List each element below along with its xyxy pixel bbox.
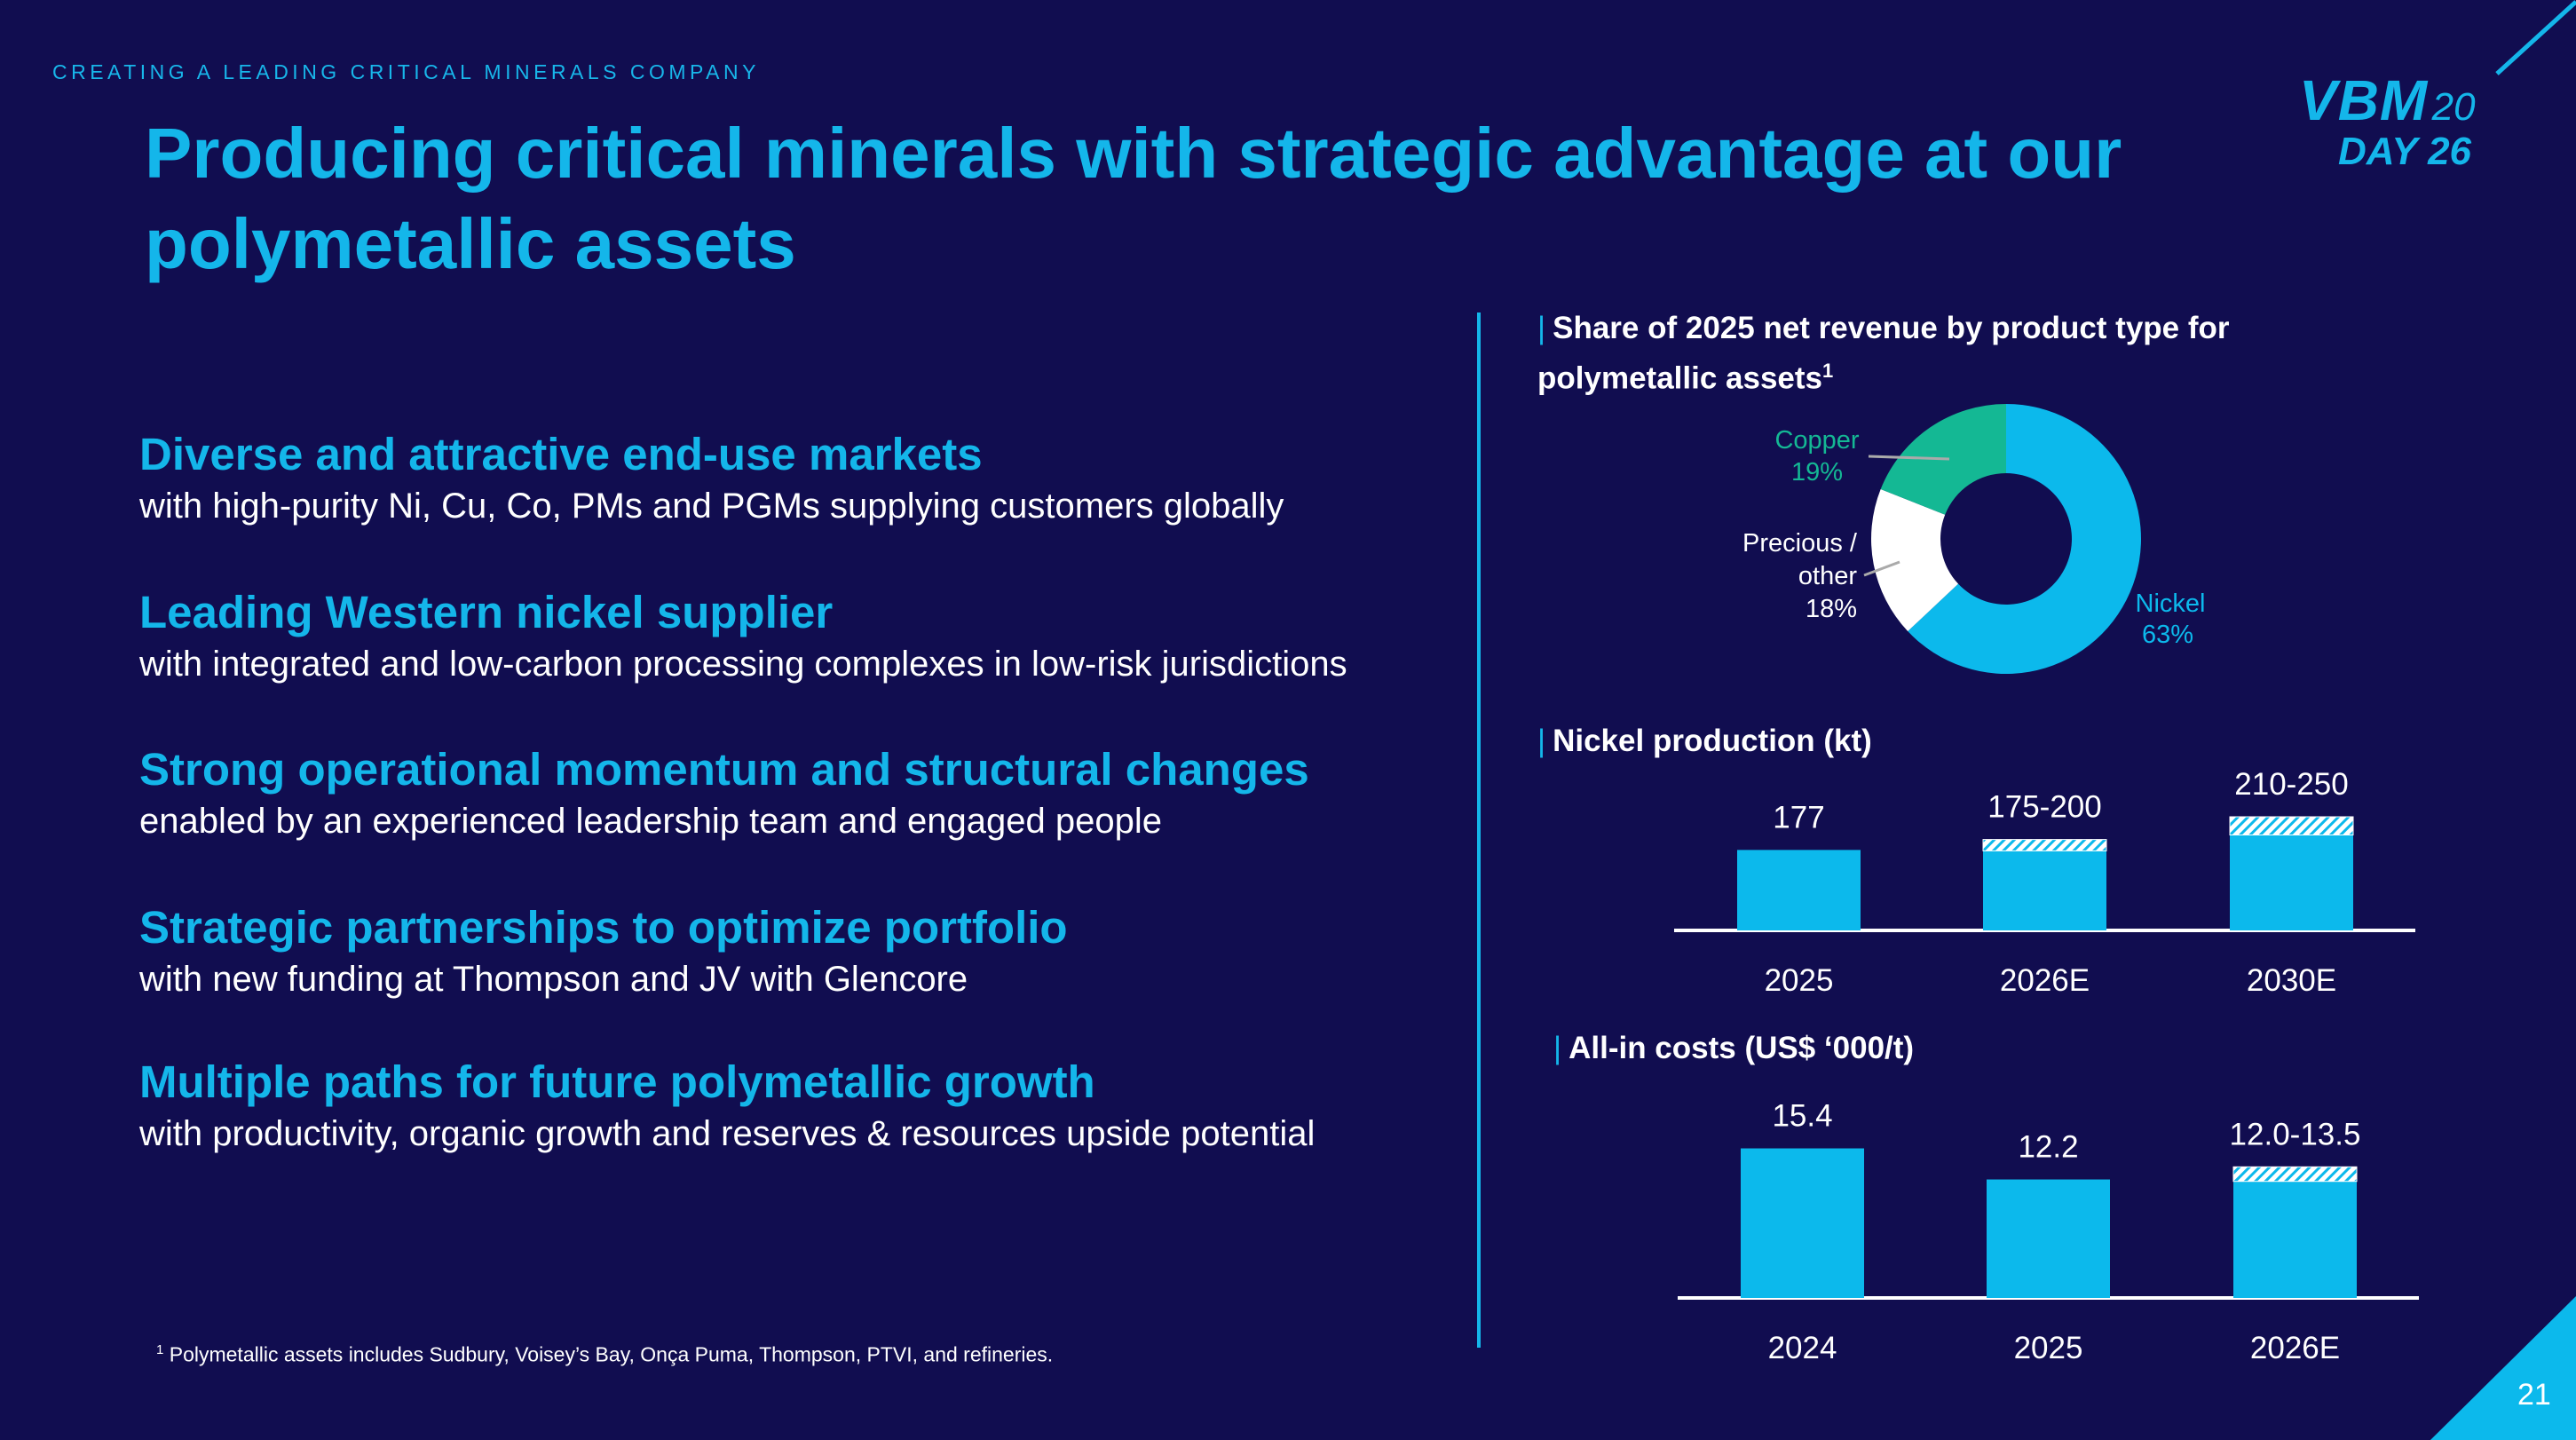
corner-triangle (2430, 1296, 2576, 1440)
cost-bar-range (2232, 1166, 2358, 1183)
cost-category-label: 2025 (2014, 1331, 2083, 1365)
nickel-category-label: 2030E (2247, 963, 2336, 998)
label-nickel-value: 63% (2142, 621, 2193, 649)
donut-slice-precious (1871, 489, 1959, 632)
nickel-bar-range (2229, 816, 2354, 835)
nickel-bar (1737, 850, 1861, 930)
vbm-day-logo: VBM 20 DAY 26 (2299, 71, 2476, 174)
nickel-bar (2230, 835, 2353, 930)
bullet-body: enabled by an experienced leadership tea… (139, 802, 1163, 841)
section-kicker: CREATING A LEADING CRITICAL MINERALS COM… (52, 60, 760, 83)
logo-vbm: VBM (2299, 68, 2429, 132)
chart-title-text: Share of 2025 net revenue by product typ… (1537, 311, 2230, 396)
bullet-body: with integrated and low-carbon processin… (139, 645, 1347, 684)
logo-row-bottom: DAY 26 (2338, 130, 2471, 174)
cost-bar (2233, 1181, 2357, 1298)
label-precious-value: 18% (1806, 595, 1857, 623)
nickel-bar (1983, 851, 2106, 930)
nickel-category-label: 2026E (2000, 963, 2090, 998)
accent-line (2495, 0, 2576, 75)
label-precious-name-1: Precious / (1742, 529, 1858, 558)
chart-title-text: All-in costs (US$ ‘000/t) (1569, 1031, 1915, 1065)
bullet-heading: Strategic partnerships to optimize portf… (139, 902, 1068, 953)
label-precious-name-2: other (1798, 562, 1857, 590)
cost-bar (1987, 1179, 2110, 1298)
bullet-partnerships: Strategic partnerships to optimize portf… (139, 901, 1471, 1002)
cost-value-label: 12.2 (2018, 1130, 2078, 1165)
label-copper-name: Copper (1774, 426, 1859, 455)
cost-value-label: 12.0-13.5 (2230, 1117, 2361, 1151)
title-sup: 1 (1822, 360, 1834, 382)
logo-day: DAY (2338, 130, 2417, 173)
nickel-value-label: 210-250 (2234, 767, 2348, 802)
label-copper-value: 19% (1791, 458, 1843, 487)
bullet-heading: Strong operational momentum and structur… (139, 744, 1309, 795)
bullet-body: with high-purity Ni, Cu, Co, PMs and PGM… (139, 487, 1284, 526)
cost-category-label: 2026E (2250, 1331, 2340, 1365)
logo-year-top: 20 (2431, 85, 2476, 129)
logo-row-top: VBM 20 (2299, 71, 2476, 130)
label-nickel-name: Nickel (2136, 589, 2206, 618)
donut-slice-nickel (1908, 404, 2142, 674)
page-number: 21 (2517, 1378, 2551, 1412)
bullet-heading: Diverse and attractive end-use markets (139, 429, 983, 479)
nickel-chart-title: | Nickel production (kt) (1537, 724, 1872, 758)
logo-year-bottom: 26 (2428, 130, 2472, 173)
bullet-momentum: Strong operational momentum and structur… (139, 743, 1471, 844)
bullet-heading: Leading Western nickel supplier (139, 587, 834, 637)
nickel-value-label: 175-200 (1987, 790, 2101, 825)
footnote-text: Polymetallic assets includes Sudbury, Vo… (169, 1342, 1054, 1366)
bullet-growth: Multiple paths for future polymetallic g… (139, 1056, 1471, 1157)
leader-copper (1868, 455, 1950, 461)
nickel-value-label: 177 (1773, 800, 1824, 835)
cost-category-label: 2024 (1768, 1331, 1837, 1365)
bullet-body: with new funding at Thompson and JV with… (139, 960, 968, 999)
divider (1477, 313, 1481, 1348)
nickel-category-label: 2025 (1765, 963, 1834, 998)
leader-precious (1863, 560, 1900, 577)
chart-title-text: Nickel production (kt) (1553, 724, 1872, 758)
cost-value-label: 15.4 (1772, 1099, 1832, 1134)
bullet-body: with productivity, organic growth and re… (139, 1114, 1316, 1153)
footnote-marker: 1 (156, 1342, 164, 1357)
cost-chart-title: | All-in costs (US$ ‘000/t) (1553, 1031, 1915, 1065)
bullet-nickel-supplier: Leading Western nickel supplier with inte… (139, 586, 1471, 687)
nickel-bar-range (1982, 839, 2107, 851)
footnote: 1 Polymetallic assets includes Sudbury, … (156, 1342, 1053, 1367)
page-title: Producing critical minerals with strateg… (145, 114, 2122, 283)
bullet-markets: Diverse and attractive end-use markets wi… (139, 428, 1471, 529)
cost-bar (1741, 1148, 1864, 1298)
bullet-heading: Multiple paths for future polymetallic g… (139, 1056, 1095, 1107)
revenue-chart-title: | Share of 2025 net revenue by product ty… (1537, 311, 2230, 396)
